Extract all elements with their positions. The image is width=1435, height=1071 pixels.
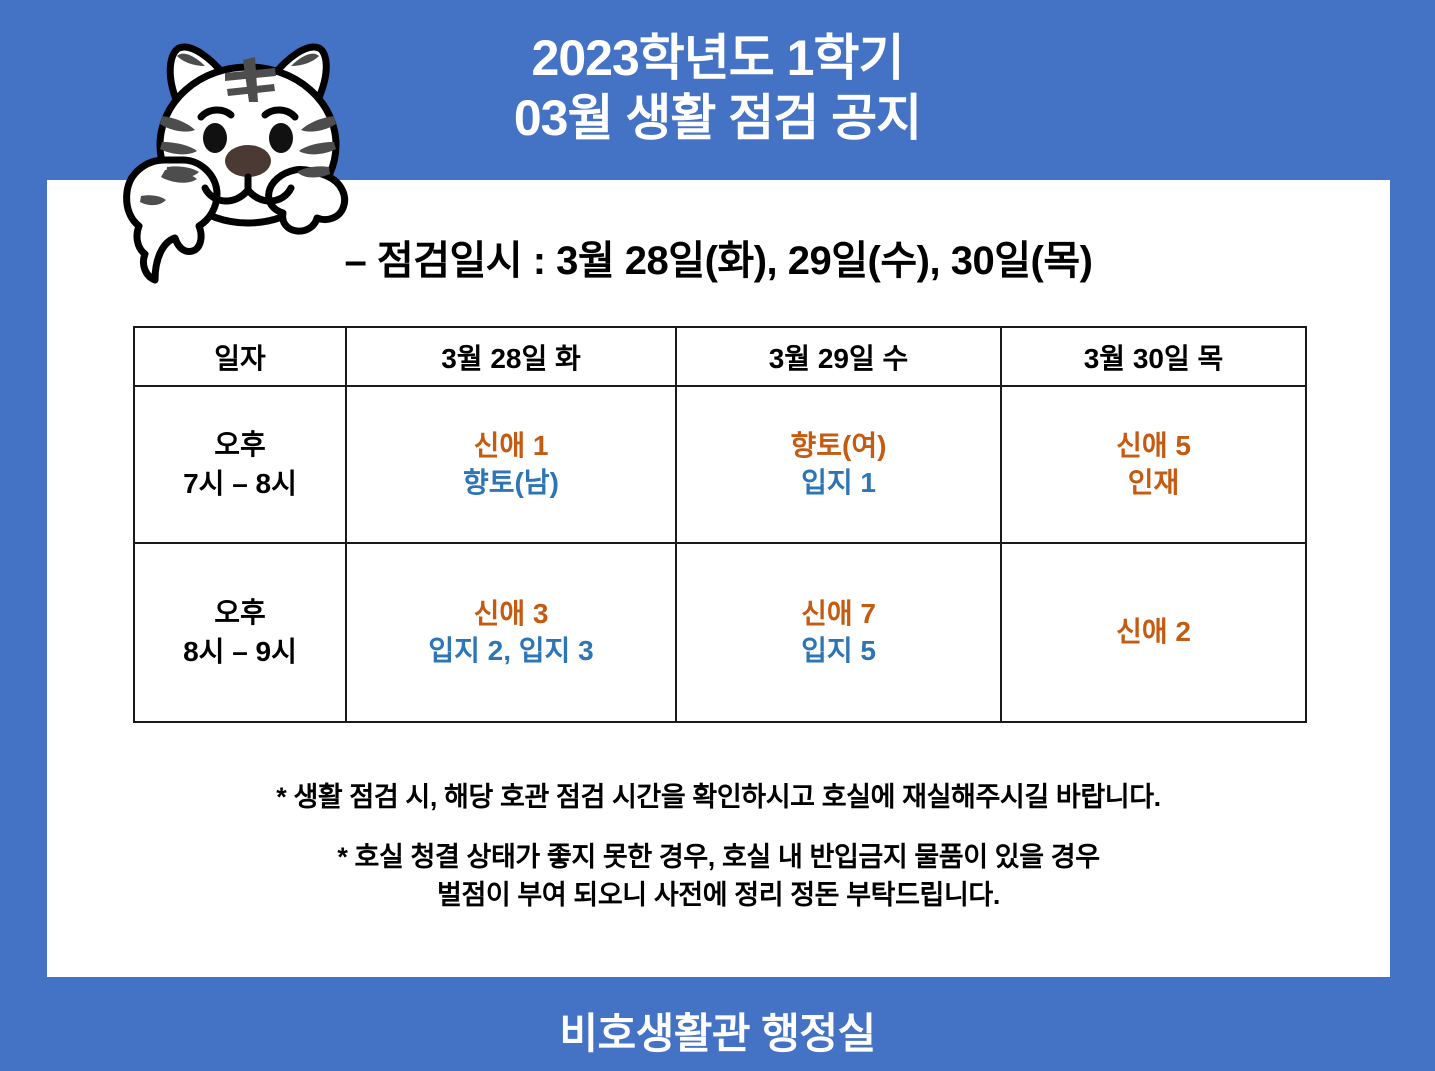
dorm-entry-orange: 향토(여): [790, 429, 887, 461]
schedule-cell: 신애 5 인재: [1000, 385, 1307, 544]
dorm-entry-orange: 신애 5: [1116, 429, 1191, 461]
note-line-1: * 생활 점검 시, 해당 호관 점검 시간을 확인하시고 호실에 재실해주시길…: [276, 782, 1161, 812]
dorm-entry-orange: 신애 7: [801, 597, 876, 629]
dorm-entry-blue: 입지 2, 입지 3: [428, 634, 594, 666]
dorm-entry-orange-2: 인재: [1127, 466, 1180, 498]
schedule-table-wrapper: 일자 3월 28일 화 3월 29일 수 3월 30일 목 오후 7시 – 8시…: [133, 326, 1307, 723]
column-header-mar28: 3월 28일 화: [345, 326, 677, 387]
dorm-entry-blue: 향토(남): [463, 466, 559, 498]
page-title: 2023학년도 1학기 03월 생활 점검 공지: [513, 30, 922, 146]
schedule-cell: 신애 1 향토(남): [345, 385, 677, 544]
note-line-2: * 호실 청결 상태가 좋지 못한 경우, 호실 내 반입금지 물품이 있을 경…: [337, 842, 1100, 911]
time-slot-label: 오후 8시 – 9시: [133, 542, 347, 723]
time-slot-label: 오후 7시 – 8시: [133, 385, 347, 544]
footer-office-name: 비호생활관 행정실: [559, 1010, 876, 1057]
dorm-entry-orange: 신애 3: [473, 597, 549, 629]
schedule-table: 일자 3월 28일 화 3월 29일 수 3월 30일 목 오후 7시 – 8시…: [133, 326, 1307, 723]
schedule-cell: 신애 2: [1000, 542, 1307, 723]
column-header-mar30: 3월 30일 목: [1000, 326, 1307, 387]
dorm-entry-blue: 입지 5: [801, 634, 876, 666]
column-header-date: 일자: [133, 326, 347, 387]
table-row: 오후 7시 – 8시 신애 1 향토(남) 향토(여) 입지 1 신애 5 인재: [133, 385, 1307, 544]
column-header-mar29: 3월 29일 수: [675, 326, 1002, 387]
dorm-entry-orange: 신애 2: [1116, 616, 1191, 648]
schedule-cell: 신애 3 입지 2, 입지 3: [345, 542, 677, 723]
dorm-entry-blue: 입지 1: [801, 466, 876, 498]
table-row: 오후 8시 – 9시 신애 3 입지 2, 입지 3 신애 7 입지 5 신애 …: [133, 542, 1307, 723]
inspection-date-line: – 점검일시 : 3월 28일(화), 29일(수), 30일(목): [344, 239, 1093, 283]
table-header-row: 일자 3월 28일 화 3월 29일 수 3월 30일 목: [133, 326, 1307, 387]
schedule-cell: 신애 7 입지 5: [675, 542, 1002, 723]
dorm-entry-orange: 신애 1: [473, 429, 549, 461]
schedule-cell: 향토(여) 입지 1: [675, 385, 1002, 544]
